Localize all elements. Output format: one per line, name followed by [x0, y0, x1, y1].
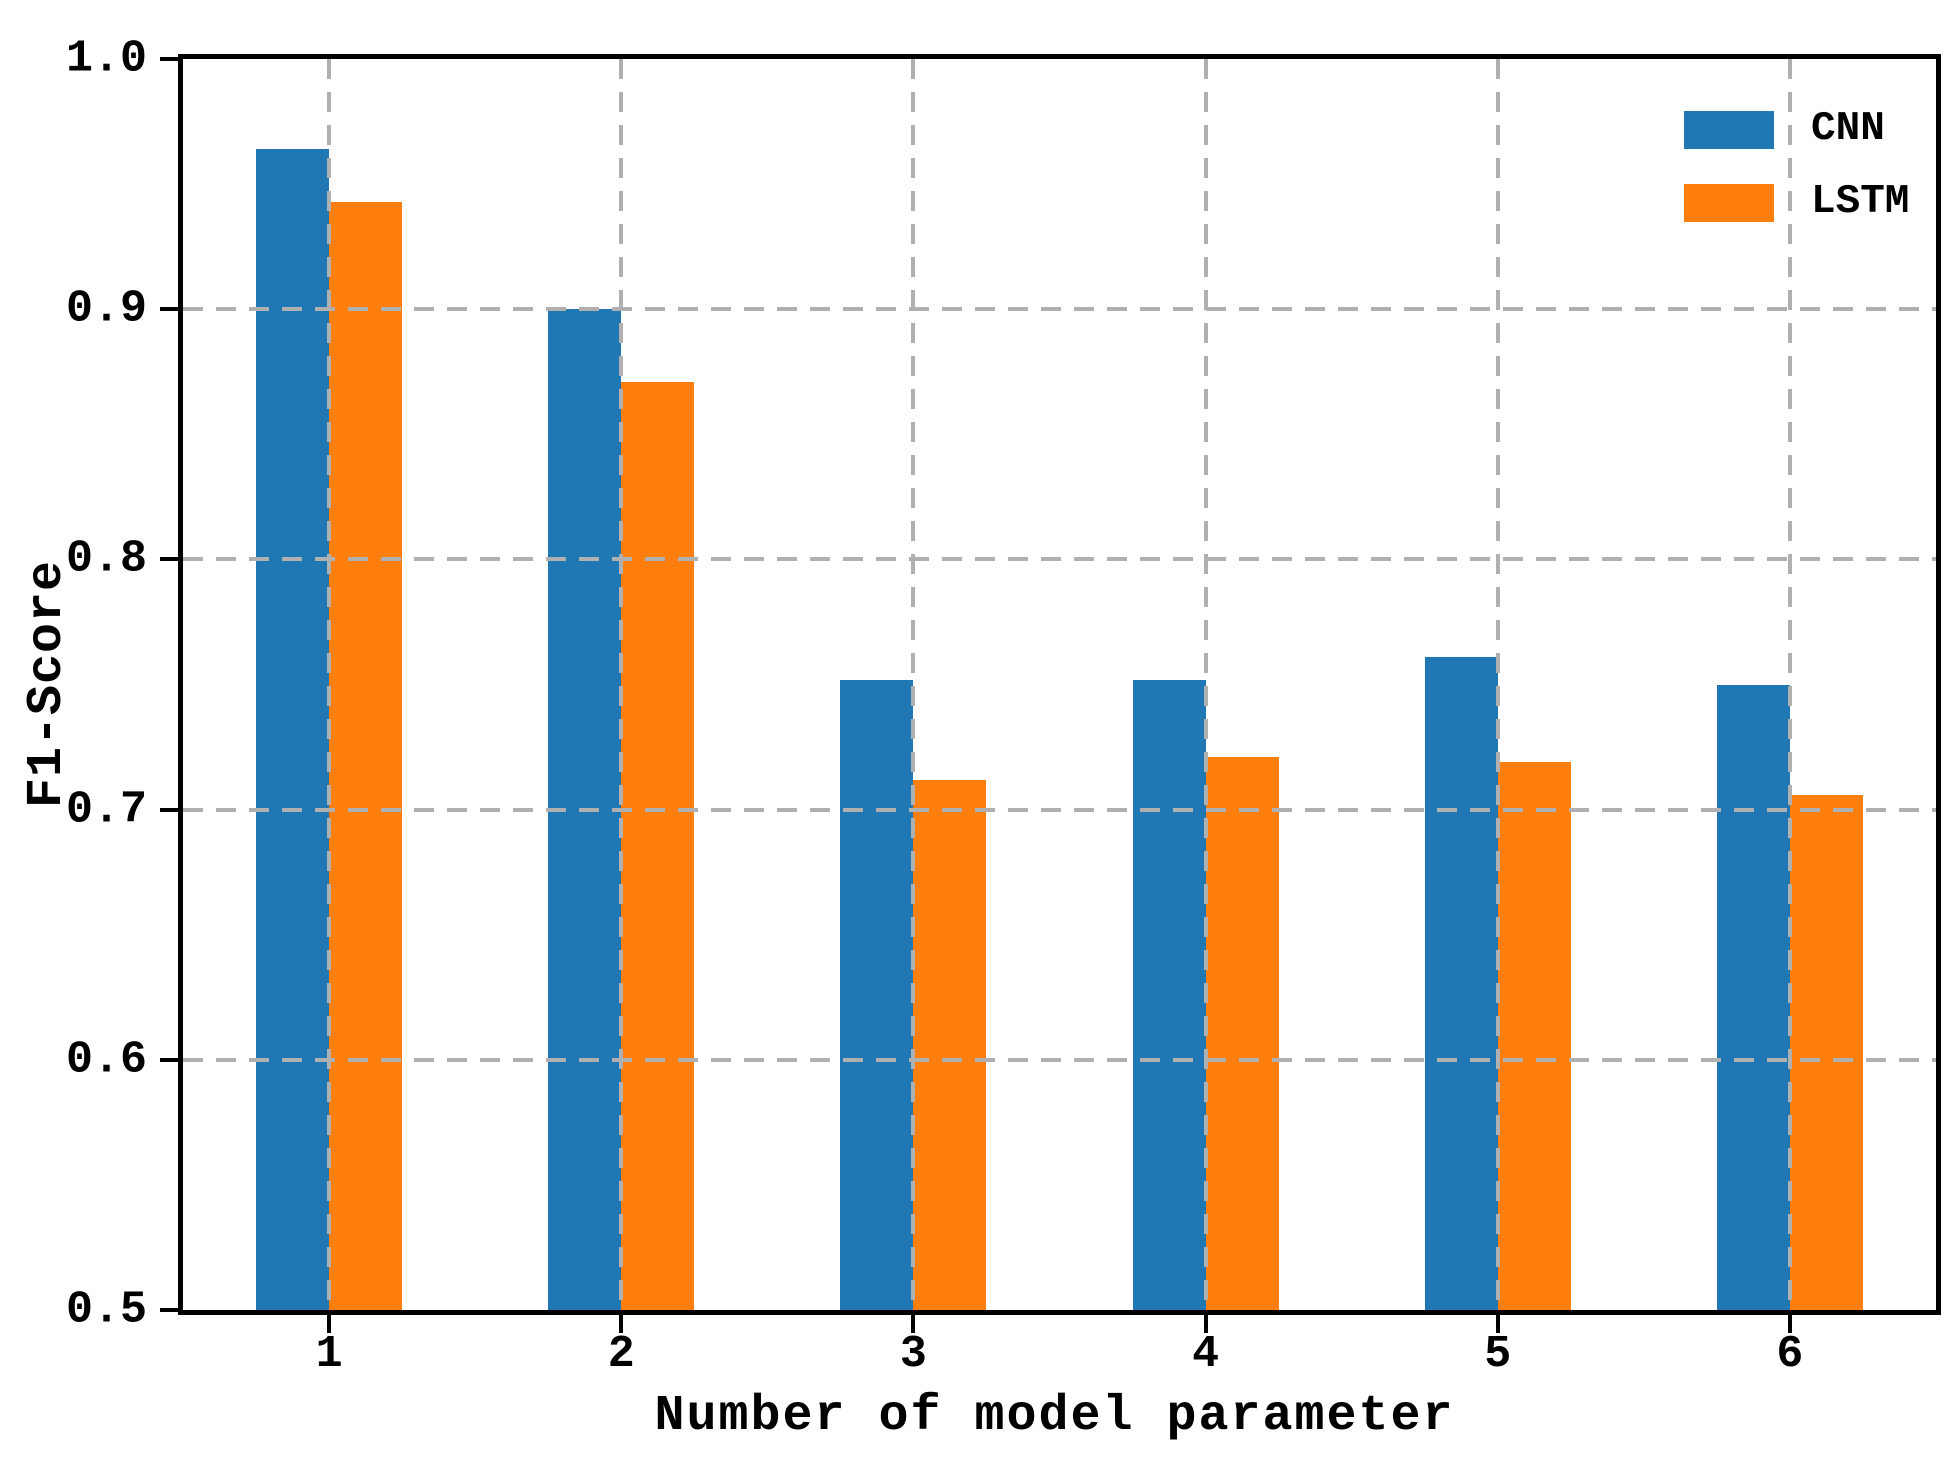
x-tick-mark-2 — [619, 1315, 624, 1333]
legend-swatch-cnn — [1684, 110, 1774, 149]
gridline-h-0.9 — [183, 307, 1936, 312]
x-tick-label-3: 3 — [899, 1329, 927, 1380]
x-tick-label-6: 6 — [1776, 1329, 1804, 1380]
x-tick-label-5: 5 — [1484, 1329, 1512, 1380]
legend: CNN LSTM — [1684, 109, 1909, 255]
bar-lstm-2 — [621, 381, 695, 1310]
x-axis-label: Number of model parameter — [654, 1388, 1455, 1445]
legend-label-cnn: CNN — [1811, 106, 1885, 152]
bar-cnn-2 — [548, 309, 622, 1310]
bar-cnn-1 — [256, 149, 330, 1310]
x-tick-mark-4 — [1203, 1315, 1208, 1333]
y-tick-mark-0.6 — [160, 1057, 178, 1062]
legend-item-cnn: CNN — [1684, 109, 1909, 150]
y-tick-label-0.7: 0.7 — [65, 783, 147, 835]
gridline-h-0.6 — [183, 1057, 1936, 1062]
y-tick-mark-0.7 — [160, 807, 178, 812]
y-tick-label-0.6: 0.6 — [65, 1034, 147, 1086]
x-tick-mark-3 — [911, 1315, 916, 1333]
y-tick-mark-0.5 — [160, 1308, 178, 1312]
legend-swatch-lstm — [1684, 183, 1774, 222]
bar-lstm-3 — [913, 779, 987, 1310]
gridline-h-0.7 — [183, 807, 1936, 812]
bar-lstm-4 — [1205, 757, 1279, 1310]
bar-cnn-6 — [1716, 684, 1790, 1310]
x-tick-label-1: 1 — [315, 1329, 343, 1380]
x-tick-mark-6 — [1787, 1315, 1792, 1333]
y-tick-mark-0.8 — [160, 557, 178, 562]
bar-cnn-4 — [1132, 679, 1206, 1310]
x-tick-label-4: 4 — [1192, 1329, 1220, 1380]
y-tick-label-1: 1.0 — [65, 33, 147, 85]
x-tick-mark-1 — [327, 1315, 332, 1333]
y-tick-mark-1 — [160, 57, 178, 61]
legend-item-lstm: LSTM — [1684, 182, 1909, 223]
legend-label-lstm: LSTM — [1811, 179, 1910, 225]
x-tick-mark-5 — [1495, 1315, 1500, 1333]
x-tick-label-2: 2 — [607, 1329, 635, 1380]
y-axis-label: F1-Score — [19, 559, 76, 809]
y-tick-mark-0.9 — [160, 307, 178, 312]
bar-lstm-1 — [329, 201, 403, 1310]
y-tick-label-0.8: 0.8 — [65, 533, 147, 585]
bar-cnn-5 — [1424, 656, 1498, 1310]
y-tick-label-0.5: 0.5 — [65, 1284, 147, 1336]
gridline-h-0.8 — [183, 557, 1936, 562]
bar-lstm-6 — [1789, 794, 1863, 1310]
y-tick-label-0.9: 0.9 — [65, 283, 147, 335]
bar-cnn-3 — [840, 679, 914, 1310]
plot-area: CNN LSTM — [178, 54, 1941, 1315]
bar-lstm-5 — [1497, 762, 1571, 1310]
